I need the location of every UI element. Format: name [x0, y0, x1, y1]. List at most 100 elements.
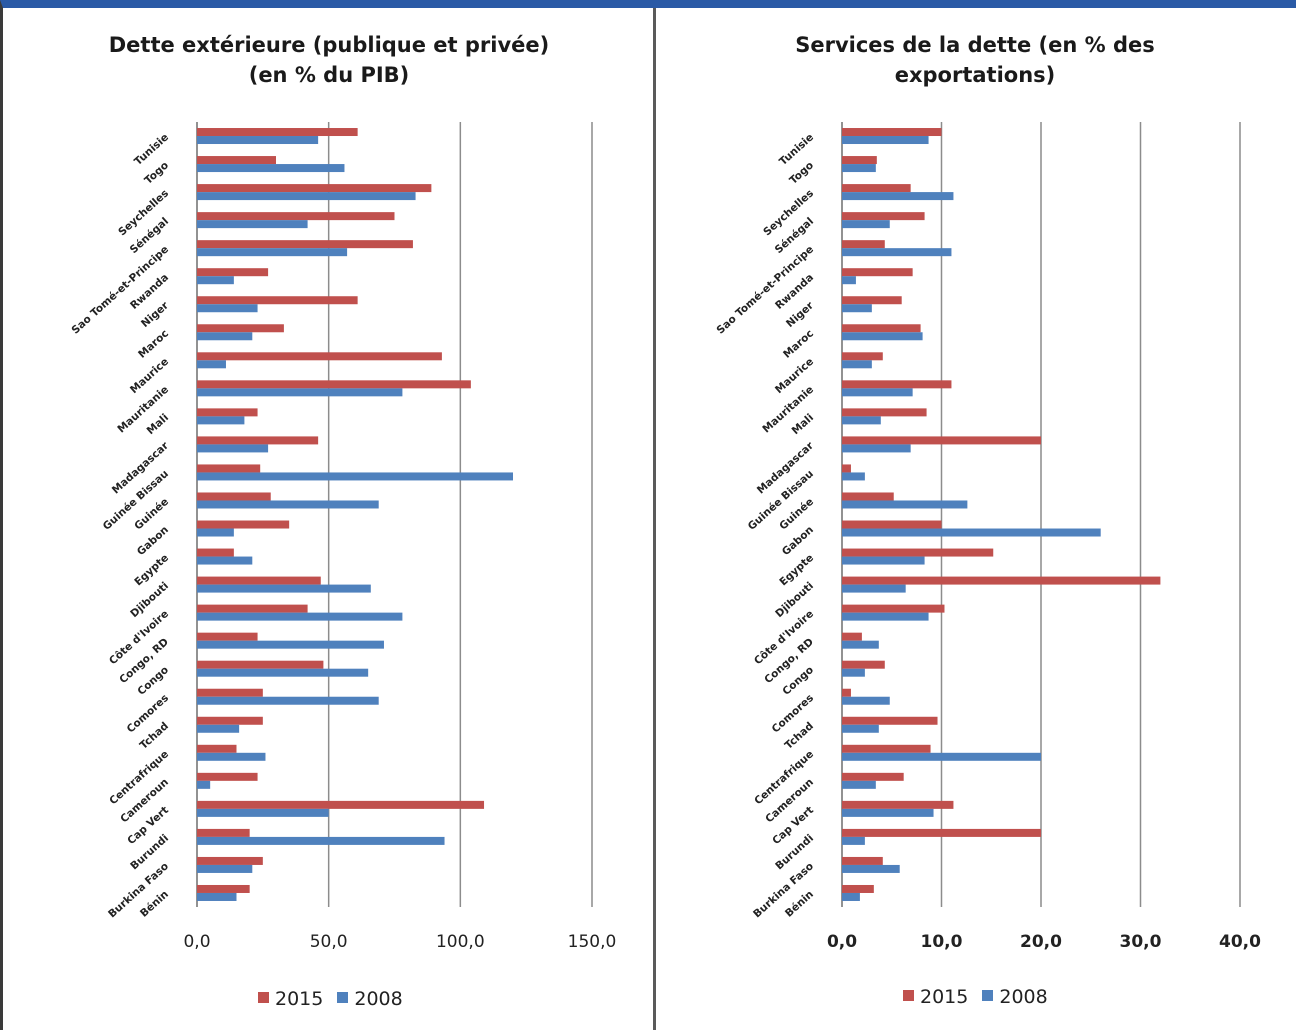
- bar-2008: [842, 696, 890, 705]
- bar-2008: [197, 192, 416, 201]
- bar-2015: [197, 212, 395, 221]
- chart-legend: 2015 2008: [903, 986, 1062, 1008]
- bar-2015: [197, 604, 308, 613]
- bar-2008: [842, 332, 923, 341]
- bar-2015: [197, 324, 284, 333]
- bar-2015: [842, 436, 1041, 445]
- bar-2008: [842, 304, 872, 313]
- chart-title-line-1: Services de la dette (en % des: [795, 33, 1155, 57]
- bar-2015: [842, 744, 931, 753]
- category-label: Togo: [787, 159, 816, 186]
- bar-2008: [842, 472, 865, 481]
- category-label: Mali: [790, 412, 816, 437]
- x-tick-label: 150,0: [568, 932, 617, 952]
- bar-2008: [842, 444, 911, 453]
- bar-2008: [197, 304, 258, 313]
- bar-2008: [197, 752, 266, 761]
- bar-2008: [197, 332, 253, 341]
- bar-2008: [842, 276, 856, 285]
- legend-label: 2015: [920, 986, 969, 1008]
- x-tick-label: 100,0: [436, 932, 485, 952]
- bar-2015: [197, 128, 358, 137]
- bar-2008: [197, 472, 513, 481]
- bar-2008: [197, 612, 403, 621]
- bar-2008: [197, 696, 379, 705]
- bar-2015: [197, 408, 258, 417]
- bar-2015: [197, 436, 319, 445]
- bars: [197, 128, 513, 901]
- bar-2008: [842, 248, 952, 257]
- bar-2008: [197, 276, 234, 285]
- bar-2008: [197, 528, 234, 537]
- bar-2008: [197, 500, 379, 509]
- bar-2015: [842, 492, 894, 501]
- bar-2008: [842, 808, 934, 817]
- bar-2015: [842, 632, 862, 641]
- bar-2015: [842, 716, 938, 725]
- bar-2015: [842, 856, 883, 865]
- bar-2008: [842, 836, 865, 845]
- bar-2008: [842, 668, 865, 677]
- legend-label: 2008: [999, 986, 1048, 1008]
- legend-label: 2015: [275, 988, 324, 1010]
- chart-title-line-1: Dette extérieure (publique et privée): [108, 33, 550, 57]
- bar-2015: [197, 352, 442, 361]
- bar-2015: [197, 884, 250, 893]
- bar-2008: [842, 640, 879, 649]
- bar-2008: [842, 892, 860, 901]
- bar-2015: [197, 856, 263, 865]
- bar-2008: [197, 780, 211, 789]
- bar-2008: [197, 892, 237, 901]
- chart-legend: 2015 2008: [258, 988, 417, 1010]
- bar-2015: [842, 296, 902, 305]
- bar-2008: [197, 388, 403, 397]
- bar-2015: [842, 156, 877, 165]
- bar-2008: [842, 528, 1101, 537]
- bar-2008: [842, 192, 954, 201]
- bar-2015: [197, 464, 261, 473]
- bar-2015: [197, 240, 413, 249]
- bar-2008: [842, 724, 879, 733]
- bar-2015: [842, 828, 1041, 837]
- bar-2008: [197, 556, 253, 565]
- bar-2015: [842, 352, 883, 361]
- x-tick-label: 50,0: [310, 932, 348, 952]
- bar-2008: [197, 360, 226, 369]
- chart-title-line-2: exportations): [894, 63, 1056, 87]
- legend-swatch-2008: [982, 990, 994, 1001]
- chart-title-line-2: (en % du PIB): [248, 63, 410, 87]
- bar-2015: [197, 520, 290, 529]
- legend-label: 2008: [354, 988, 403, 1010]
- bar-2008: [197, 220, 308, 229]
- bar-2008: [197, 248, 348, 257]
- bar-2015: [197, 800, 485, 809]
- bar-2008: [842, 612, 929, 621]
- legend-swatch-2008: [337, 992, 349, 1003]
- chart-title-debt-gdp: Dette extérieure (publique et privée) (e…: [40, 30, 618, 90]
- bar-2008: [197, 164, 345, 173]
- bar-2015: [842, 548, 994, 557]
- bar-2015: [197, 268, 269, 277]
- bar-2008: [842, 388, 913, 397]
- bar-2008: [842, 864, 900, 873]
- bar-2015: [197, 184, 432, 193]
- bar-2015: [197, 660, 324, 669]
- bar-2008: [842, 500, 968, 509]
- bar-2008: [197, 668, 369, 677]
- bar-2015: [197, 688, 263, 697]
- bar-2015: [197, 828, 250, 837]
- legend-swatch-2015: [903, 990, 914, 1001]
- x-tick-label: 40,0: [1219, 932, 1261, 952]
- bars: [842, 128, 1161, 901]
- bar-2015: [842, 800, 954, 809]
- bar-2008: [842, 136, 929, 145]
- legend-swatch-2015: [258, 992, 269, 1003]
- chart-title-debt-service: Services de la dette (en % des exportati…: [680, 30, 1270, 90]
- bar-2015: [842, 884, 874, 893]
- bar-2015: [842, 268, 913, 277]
- bar-2015: [842, 128, 942, 137]
- x-tick-label: 20,0: [1020, 932, 1062, 952]
